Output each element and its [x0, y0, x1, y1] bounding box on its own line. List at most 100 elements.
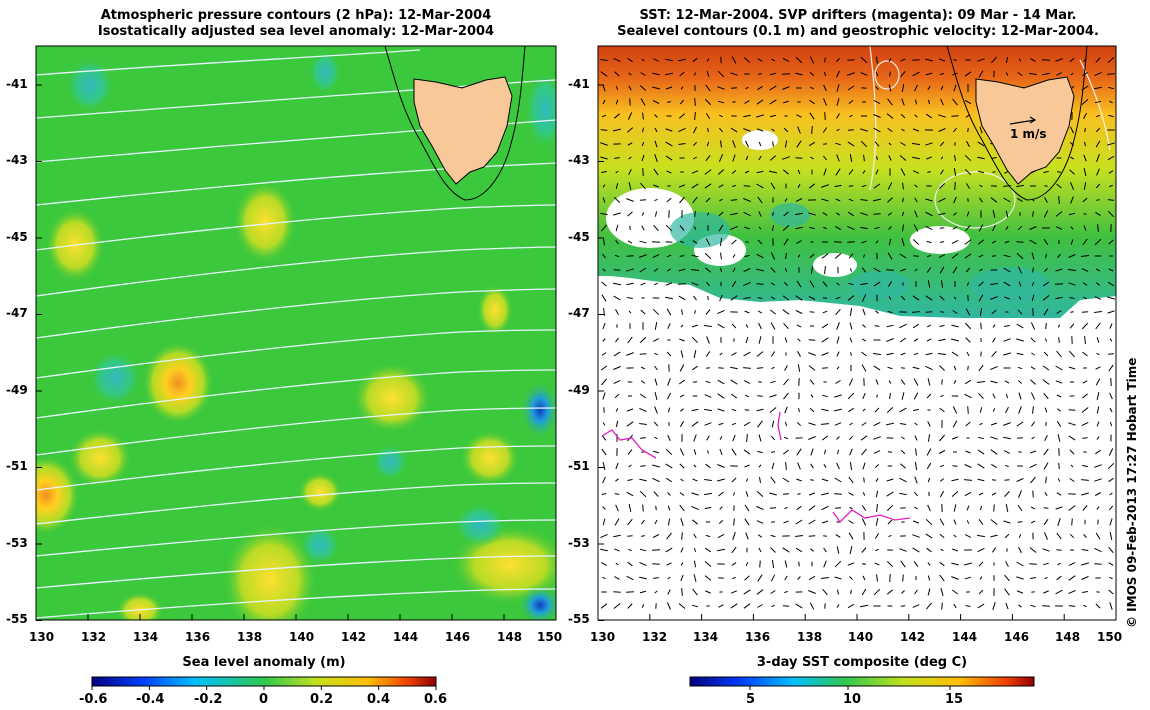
velocity-vector — [795, 198, 803, 202]
velocity-vector — [1095, 366, 1101, 370]
velocity-vector — [953, 59, 957, 61]
velocity-vector — [615, 420, 619, 428]
velocity-vector — [860, 72, 868, 76]
velocity-vector — [626, 408, 634, 412]
velocity-vector — [834, 184, 842, 188]
velocity-vector — [744, 310, 750, 314]
velocity-vector — [847, 225, 855, 231]
left-x-tick: 140 — [289, 630, 315, 644]
velocity-vector — [811, 266, 813, 274]
velocity-vector — [899, 463, 907, 469]
velocity-vector — [993, 504, 995, 512]
velocity-vector — [836, 351, 840, 357]
velocity-vector — [1056, 532, 1062, 540]
velocity-vector — [938, 197, 946, 203]
velocity-vector — [977, 547, 985, 553]
velocity-vector — [1109, 407, 1113, 413]
velocity-vector — [1005, 503, 1009, 513]
velocity-vector — [771, 128, 775, 132]
velocity-vector — [1096, 353, 1100, 355]
velocity-vector — [1109, 421, 1113, 427]
velocity-vector — [665, 86, 673, 90]
velocity-vector — [717, 86, 725, 90]
velocity-vector — [680, 408, 684, 412]
velocity-vector — [615, 462, 619, 470]
velocity-vector — [770, 267, 776, 273]
velocity-vector — [875, 518, 879, 526]
velocity-vector — [717, 478, 725, 482]
velocity-vector — [874, 562, 880, 566]
velocity-vector — [1056, 492, 1062, 496]
velocity-vector — [925, 58, 933, 62]
velocity-vector — [626, 352, 634, 356]
velocity-vector — [886, 505, 894, 511]
velocity-vector — [770, 380, 776, 384]
velocity-vector — [667, 378, 671, 386]
velocity-vector — [756, 408, 764, 412]
velocity-vector — [821, 492, 829, 496]
velocity-vector — [600, 548, 608, 552]
velocity-vector — [1069, 350, 1075, 358]
velocity-vector — [653, 577, 659, 579]
velocity-vector — [614, 576, 620, 580]
left-y-tick: -51 — [6, 459, 28, 473]
velocity-vector — [861, 267, 867, 273]
velocity-vector — [694, 560, 696, 568]
velocity-vector — [849, 322, 853, 330]
velocity-vector — [678, 127, 686, 133]
velocity-vector — [639, 267, 647, 273]
velocity-vector — [836, 436, 840, 440]
velocity-vector — [639, 590, 647, 594]
velocity-vector — [939, 478, 945, 482]
velocity-vector — [913, 561, 919, 567]
velocity-vector — [964, 576, 972, 580]
velocity-vector — [627, 518, 633, 526]
velocity-vector — [693, 449, 697, 455]
velocity-vector — [914, 589, 918, 595]
velocity-vector — [615, 224, 619, 232]
velocity-vector — [743, 367, 751, 369]
velocity-vector — [1017, 225, 1023, 231]
velocity-vector — [822, 394, 828, 398]
velocity-vector — [953, 212, 957, 216]
velocity-vector — [652, 464, 660, 468]
velocity-vector — [693, 533, 697, 539]
velocity-vector — [679, 394, 685, 398]
velocity-vector — [1107, 73, 1115, 75]
velocity-vector — [1109, 518, 1113, 526]
velocity-vector — [1070, 196, 1074, 204]
velocity-vector — [810, 86, 814, 90]
velocity-vector — [836, 589, 840, 595]
velocity-vector — [861, 294, 867, 302]
velocity-vector — [603, 238, 605, 246]
velocity-vector — [743, 589, 751, 595]
velocity-vector — [678, 184, 686, 188]
velocity-vector — [902, 282, 904, 286]
velocity-vector — [850, 589, 852, 595]
velocity-vector — [1070, 126, 1074, 134]
velocity-vector — [731, 239, 737, 245]
velocity-vector — [1070, 239, 1074, 245]
left-x-tick: 134 — [133, 630, 159, 644]
velocity-vector — [913, 378, 919, 386]
velocity-vector — [1109, 602, 1113, 610]
left-title-line1: Atmospheric pressure contours (2 hPa): 1… — [100, 8, 492, 23]
velocity-vector — [743, 268, 751, 272]
velocity-vector — [966, 140, 970, 148]
velocity-vector — [848, 407, 854, 413]
velocity-vector — [667, 589, 671, 595]
velocity-vector — [743, 114, 751, 118]
velocity-vector — [626, 421, 634, 427]
velocity-vector — [1044, 576, 1048, 580]
velocity-vector — [1108, 505, 1114, 511]
velocity-vector — [953, 380, 957, 384]
velocity-vector — [782, 156, 790, 160]
velocity-vector — [769, 394, 777, 398]
velocity-vector — [652, 534, 660, 538]
velocity-vector — [691, 505, 699, 511]
velocity-vector — [757, 534, 763, 538]
colorbar-tickmarks — [91, 686, 951, 690]
velocity-vector — [886, 407, 894, 413]
velocity-vector — [860, 140, 868, 148]
velocity-vector — [1005, 602, 1009, 610]
